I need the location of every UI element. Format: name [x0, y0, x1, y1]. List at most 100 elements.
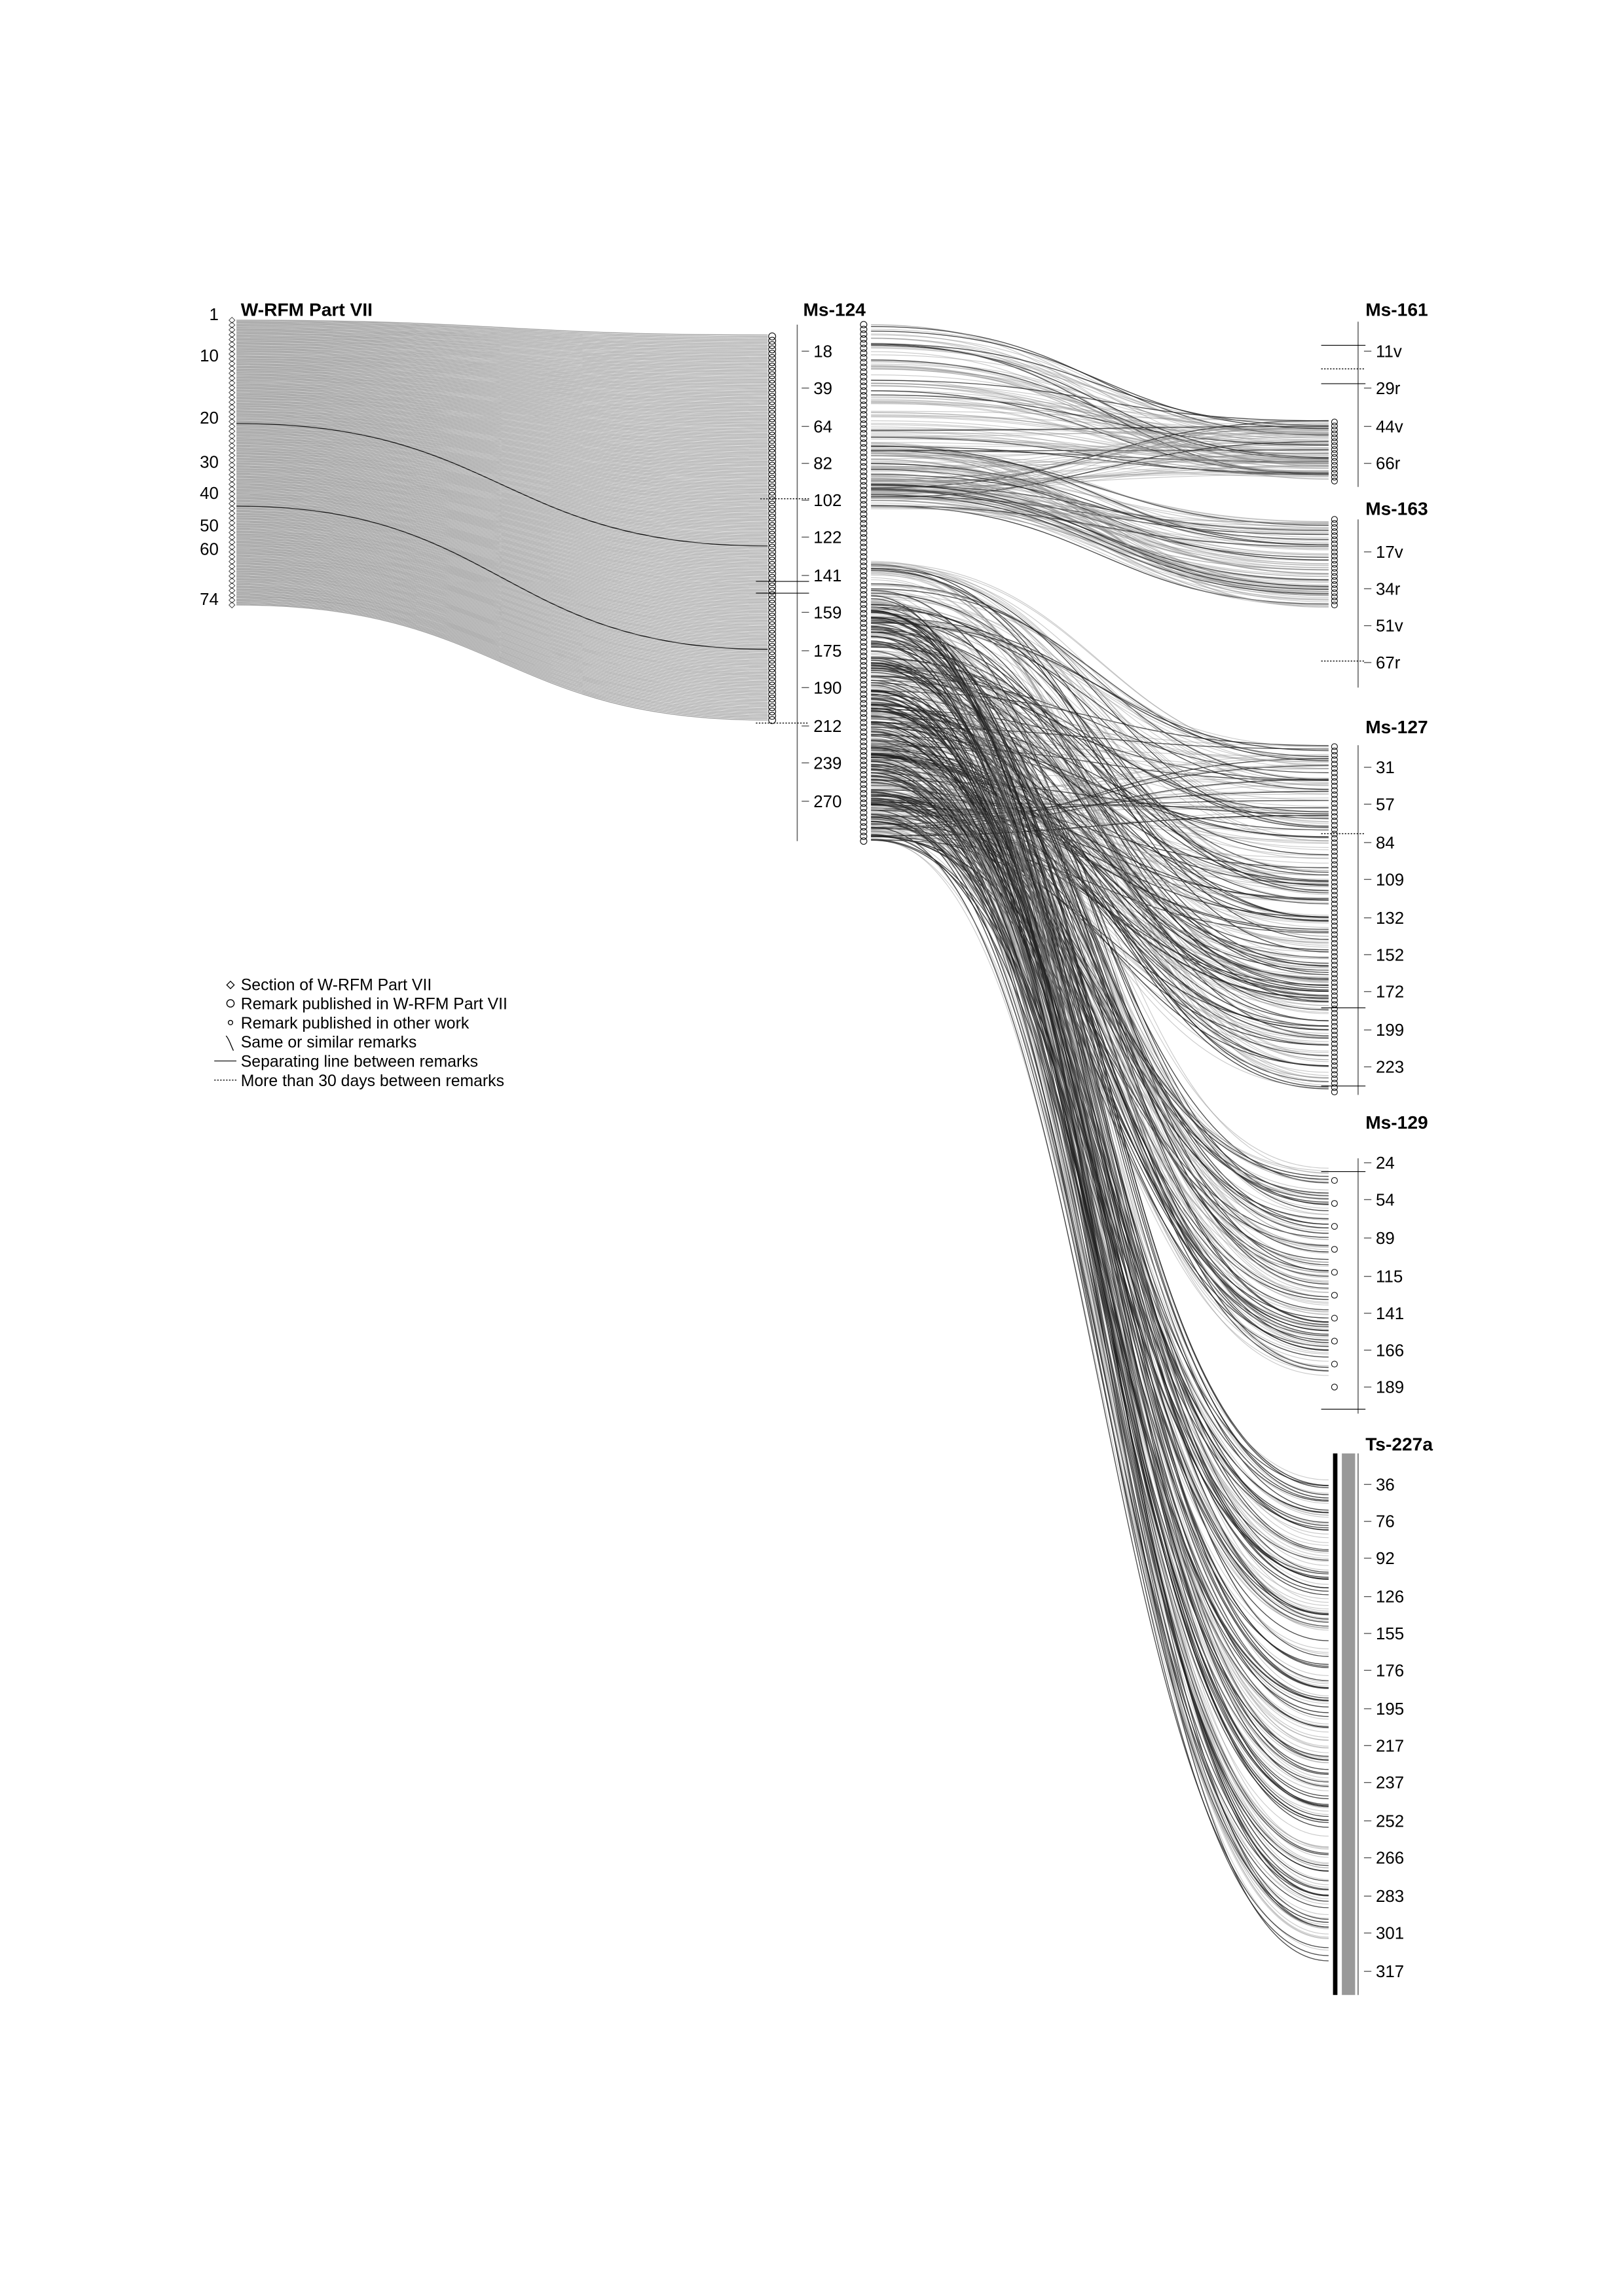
flow-curve: [236, 482, 768, 556]
flow-curve: [871, 412, 1329, 455]
flow-curve: [871, 577, 1329, 1057]
remark-circle: [860, 638, 868, 646]
flow-curve: [871, 636, 1329, 1896]
remark-circle: [860, 662, 868, 670]
remark-circle: [860, 823, 868, 831]
remark-circle: [1331, 1014, 1338, 1021]
flow-curve: [871, 467, 1329, 528]
flow-curve: [236, 363, 768, 395]
flow-curve: [871, 484, 1329, 531]
flow-curve: [236, 505, 768, 587]
flow-curve: [236, 327, 768, 346]
large-circle-icon: [226, 999, 235, 1008]
flow-curve: [236, 557, 768, 657]
flow-curve: [871, 495, 1329, 536]
flow-curve: [871, 480, 1329, 534]
flow-curve: [236, 441, 768, 500]
flow-curve: [236, 359, 768, 390]
section-diamond: [229, 592, 236, 599]
remark-circle: [1331, 446, 1338, 453]
remark-circle: [1331, 822, 1338, 829]
flow-curve: [871, 710, 1329, 1501]
flow-curve: [871, 497, 1329, 524]
flow-curve: [871, 399, 1329, 461]
remark-circle: [860, 681, 868, 689]
remark-circle: [768, 440, 777, 448]
remark-circle: [768, 483, 777, 492]
tick-label: 155: [1376, 1625, 1404, 1643]
flow-curve: [871, 566, 1329, 824]
tick-label: 190: [813, 679, 841, 697]
flow-curve: [871, 606, 1329, 1489]
flow-curve: [236, 334, 768, 355]
flow-curve: [871, 335, 1329, 437]
remark-circle: [768, 707, 777, 716]
remark-circle: [860, 392, 868, 399]
flow-curve: [871, 496, 1329, 575]
flow-curve: [871, 331, 1329, 429]
flow-curve: [871, 489, 1329, 607]
remark-circle: [1331, 560, 1338, 568]
flow-curve: [871, 826, 1329, 1948]
remark-circle: [860, 780, 868, 788]
remark-circle: [860, 766, 868, 774]
flow-curve: [871, 675, 1329, 1087]
section-diamond: [229, 582, 236, 589]
flow-curve: [871, 810, 1329, 881]
flow-curve: [236, 378, 768, 414]
tick-label: 223: [1376, 1059, 1404, 1077]
flow-curve: [871, 473, 1329, 488]
tick-label: 212: [813, 718, 841, 736]
flow-curve: [871, 584, 1329, 783]
flow-curve: [236, 346, 768, 371]
flow-curve: [871, 379, 1329, 479]
tick-label: 31: [1376, 759, 1395, 777]
flow-curve: [236, 520, 768, 608]
remark-circle: [1331, 835, 1338, 842]
flow-curve: [871, 568, 1329, 953]
flow-curve: [236, 374, 768, 410]
flow-curve: [871, 716, 1329, 1667]
flow-curve: [871, 596, 1329, 828]
flow-curve: [871, 430, 1329, 484]
flow-curve: [871, 745, 1329, 1325]
flow-curve: [871, 465, 1329, 494]
flow-curve: [871, 786, 1329, 1089]
remark-circle: [860, 610, 868, 617]
remark-circle: [860, 482, 868, 490]
remark-circle: [768, 617, 777, 625]
tick-label: 89: [1376, 1230, 1395, 1248]
remark-circle: [768, 625, 777, 634]
tick-label: 122: [813, 528, 841, 547]
flow-curve: [871, 774, 1329, 1891]
flow-curve: [871, 644, 1329, 1554]
flow-curve: [236, 428, 768, 481]
flow-curve: [871, 802, 1329, 1927]
flow-curve: [236, 360, 768, 391]
remark-circle: [1331, 765, 1338, 772]
remark-circle: [1331, 569, 1338, 576]
remark-circle: [768, 401, 777, 410]
remark-circle: [860, 420, 868, 428]
flow-curve: [871, 658, 1329, 856]
tick-label: 132: [1376, 909, 1404, 928]
flow-curve: [871, 795, 1329, 1220]
tick-label: 20: [200, 409, 219, 428]
flow-curve: [871, 742, 1329, 1304]
flow-curve: [236, 589, 768, 700]
flow-curve: [236, 397, 768, 441]
flow-curve: [236, 601, 768, 716]
remark-circle: [768, 453, 777, 462]
flow-curve: [236, 564, 768, 667]
flow-curve: [871, 813, 1329, 1729]
flow-curve: [236, 389, 768, 429]
flow-curve: [871, 471, 1329, 524]
flow-curve: [871, 617, 1329, 765]
remark-circle: [860, 700, 868, 708]
remark-circle: [860, 828, 868, 835]
remark-circle: [1331, 1292, 1338, 1299]
flow-curve: [871, 445, 1329, 607]
flow-curve: [871, 622, 1329, 752]
remark-circle: [768, 587, 777, 595]
